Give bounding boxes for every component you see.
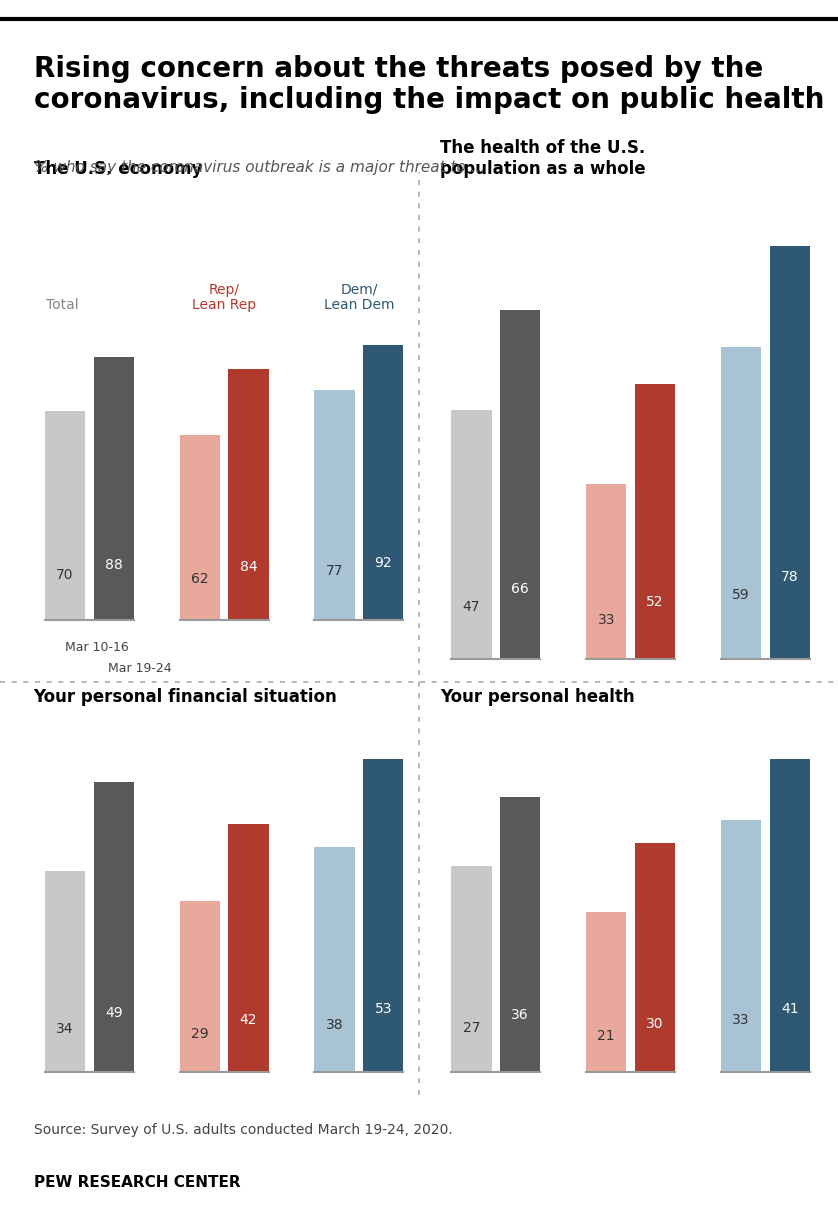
Text: Rep/
Lean Rep: Rep/ Lean Rep xyxy=(192,283,256,312)
Bar xyxy=(769,246,810,659)
Text: 78: 78 xyxy=(781,571,799,584)
Text: 49: 49 xyxy=(105,1006,122,1020)
Text: Mar 19-24: Mar 19-24 xyxy=(108,662,172,675)
Text: 88: 88 xyxy=(105,558,122,572)
Text: 21: 21 xyxy=(597,1029,615,1043)
Bar xyxy=(769,759,810,1072)
Text: % who say the coronavirus outbreak is a major threat to ...: % who say the coronavirus outbreak is a … xyxy=(34,160,485,175)
Text: 38: 38 xyxy=(326,1017,344,1032)
Bar xyxy=(721,819,761,1072)
Bar xyxy=(229,369,269,619)
Text: The health of the U.S.
population as a whole: The health of the U.S. population as a w… xyxy=(440,138,645,177)
Text: 84: 84 xyxy=(240,561,257,574)
Text: 92: 92 xyxy=(375,556,392,571)
Bar xyxy=(635,843,675,1072)
Text: 70: 70 xyxy=(56,568,74,582)
Text: Mar 10-16: Mar 10-16 xyxy=(65,641,129,653)
Bar xyxy=(452,410,492,659)
Text: 77: 77 xyxy=(326,565,344,578)
Bar xyxy=(94,357,134,619)
Bar xyxy=(179,435,220,619)
Bar xyxy=(363,345,403,619)
Text: 59: 59 xyxy=(732,589,750,602)
Text: Dem/
Lean Dem: Dem/ Lean Dem xyxy=(323,283,394,312)
Text: 53: 53 xyxy=(375,1002,392,1016)
Text: 47: 47 xyxy=(463,600,480,614)
Text: 52: 52 xyxy=(646,595,664,609)
Text: 29: 29 xyxy=(191,1027,209,1042)
Text: Your personal health: Your personal health xyxy=(440,688,634,705)
Text: 42: 42 xyxy=(240,1014,257,1027)
Bar xyxy=(500,310,541,659)
Text: 34: 34 xyxy=(56,1022,74,1036)
Text: Source: Survey of U.S. adults conducted March 19-24, 2020.: Source: Survey of U.S. adults conducted … xyxy=(34,1123,453,1138)
Bar xyxy=(586,912,626,1072)
Text: Rising concern about the threats posed by the
coronavirus, including the impact : Rising concern about the threats posed b… xyxy=(34,55,824,114)
Bar xyxy=(452,866,492,1072)
Bar xyxy=(94,782,134,1072)
Bar xyxy=(179,901,220,1072)
Text: 30: 30 xyxy=(646,1016,664,1031)
Bar xyxy=(500,796,541,1072)
Bar xyxy=(45,870,85,1072)
Bar xyxy=(363,759,403,1072)
Text: 62: 62 xyxy=(191,572,209,586)
Text: 36: 36 xyxy=(511,1009,529,1022)
Bar xyxy=(721,346,761,659)
Text: 66: 66 xyxy=(511,582,529,596)
Bar xyxy=(229,824,269,1072)
Text: 27: 27 xyxy=(463,1021,480,1034)
Text: PEW RESEARCH CENTER: PEW RESEARCH CENTER xyxy=(34,1175,241,1190)
Text: 33: 33 xyxy=(732,1012,750,1027)
Text: Total: Total xyxy=(46,297,79,312)
Bar xyxy=(586,484,626,659)
Text: The U.S. economy: The U.S. economy xyxy=(34,160,202,177)
Bar xyxy=(314,390,354,619)
Text: Your personal financial situation: Your personal financial situation xyxy=(34,688,337,705)
Bar xyxy=(45,410,85,619)
Text: 41: 41 xyxy=(781,1002,799,1016)
Bar xyxy=(314,847,354,1072)
Text: 33: 33 xyxy=(597,613,615,628)
Bar xyxy=(635,384,675,659)
